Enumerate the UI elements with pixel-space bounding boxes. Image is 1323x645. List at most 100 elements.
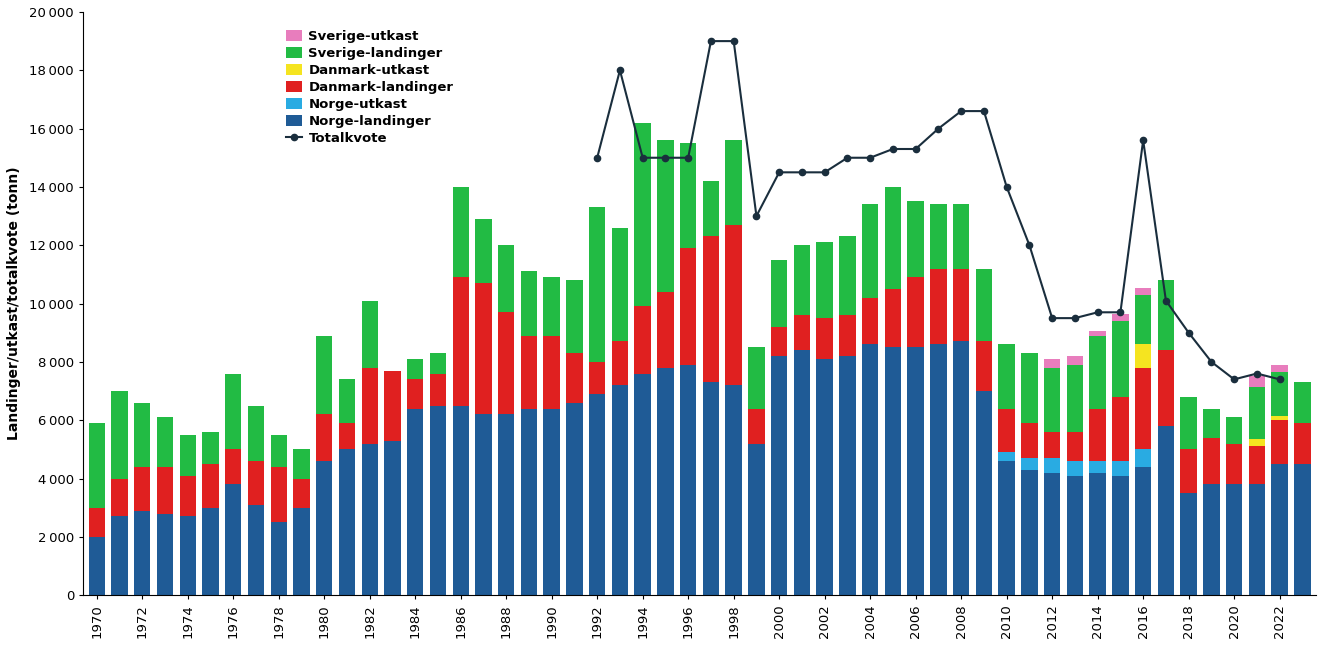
Bar	[1249, 386, 1265, 439]
Bar	[635, 123, 651, 306]
Bar	[407, 408, 423, 595]
Bar	[976, 341, 992, 391]
Bar	[452, 406, 468, 595]
Bar	[1089, 332, 1106, 335]
Bar	[680, 365, 696, 595]
Bar	[1066, 475, 1084, 595]
Bar	[908, 201, 923, 277]
Bar	[475, 219, 492, 283]
Bar	[976, 268, 992, 341]
Bar	[294, 479, 310, 508]
Bar	[1066, 356, 1084, 365]
Bar	[953, 204, 970, 268]
Bar	[452, 277, 468, 406]
Bar	[180, 517, 196, 595]
Bar	[1158, 350, 1174, 426]
Bar	[521, 408, 537, 595]
Bar	[725, 140, 742, 225]
Bar	[384, 441, 401, 595]
Bar	[930, 268, 947, 344]
Bar	[1113, 321, 1129, 397]
Bar	[270, 467, 287, 522]
Bar	[658, 140, 673, 292]
Bar	[180, 435, 196, 475]
Bar	[816, 243, 833, 318]
Bar	[1021, 423, 1037, 458]
Bar	[247, 505, 265, 595]
Bar	[999, 344, 1015, 408]
Bar	[1044, 359, 1060, 368]
Bar	[89, 508, 105, 537]
Bar	[1113, 461, 1129, 475]
Bar	[703, 237, 720, 382]
Bar	[521, 272, 537, 335]
Bar	[816, 359, 833, 595]
Bar	[885, 289, 901, 347]
Bar	[1180, 450, 1197, 493]
Bar	[839, 315, 856, 356]
Bar	[930, 204, 947, 268]
Bar	[294, 450, 310, 479]
Bar	[589, 362, 606, 394]
Bar	[316, 414, 332, 461]
Bar	[156, 417, 173, 467]
Bar	[749, 347, 765, 408]
Bar	[953, 268, 970, 341]
Bar	[839, 356, 856, 595]
Bar	[1135, 288, 1151, 295]
Bar	[749, 408, 765, 444]
Bar	[589, 394, 606, 595]
Bar	[611, 228, 628, 341]
Bar	[1089, 335, 1106, 408]
Bar	[180, 475, 196, 517]
Bar	[294, 508, 310, 595]
Bar	[999, 452, 1015, 461]
Bar	[1203, 438, 1220, 484]
Bar	[475, 283, 492, 414]
Bar	[270, 435, 287, 467]
Bar	[794, 350, 810, 595]
Bar	[1113, 397, 1129, 461]
Bar	[134, 402, 151, 467]
Bar	[1249, 484, 1265, 595]
Bar	[725, 385, 742, 595]
Bar	[156, 513, 173, 595]
Bar	[1021, 458, 1037, 470]
Bar	[1135, 467, 1151, 595]
Bar	[863, 298, 878, 344]
Bar	[703, 181, 720, 237]
Bar	[111, 391, 127, 479]
Bar	[521, 335, 537, 408]
Bar	[1066, 432, 1084, 461]
Bar	[1135, 295, 1151, 344]
Bar	[1271, 420, 1287, 464]
Bar	[270, 522, 287, 595]
Bar	[635, 306, 651, 373]
Bar	[816, 318, 833, 359]
Bar	[725, 225, 742, 385]
Bar	[111, 517, 127, 595]
Bar	[589, 207, 606, 362]
Bar	[316, 335, 332, 414]
Bar	[863, 204, 878, 298]
Bar	[1089, 473, 1106, 595]
Bar	[611, 341, 628, 385]
Bar	[1226, 417, 1242, 444]
Bar	[1203, 484, 1220, 595]
Bar	[361, 444, 378, 595]
Bar	[1066, 365, 1084, 432]
Bar	[430, 373, 446, 406]
Bar	[749, 444, 765, 595]
Bar	[566, 353, 582, 402]
Bar	[361, 368, 378, 444]
Bar	[202, 432, 218, 464]
Bar	[1180, 493, 1197, 595]
Bar	[976, 391, 992, 595]
Bar	[1158, 426, 1174, 595]
Bar	[1021, 470, 1037, 595]
Bar	[475, 414, 492, 595]
Bar	[384, 371, 401, 441]
Bar	[1113, 313, 1129, 321]
Bar	[1089, 408, 1106, 461]
Bar	[1294, 423, 1311, 464]
